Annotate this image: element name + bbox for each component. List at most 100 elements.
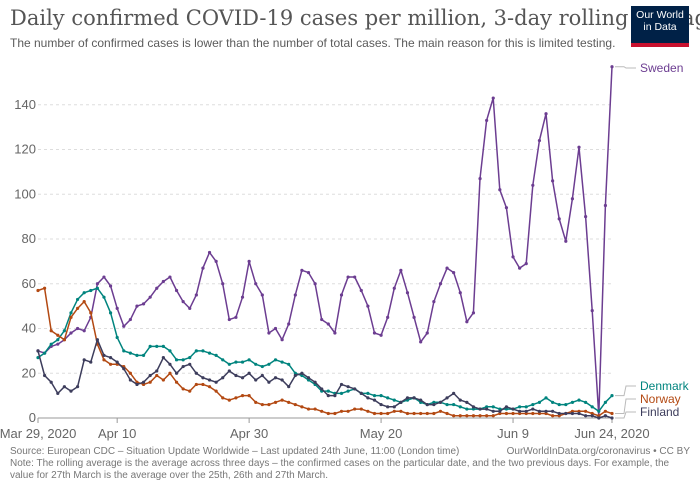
data-point [544, 411, 548, 416]
data-point [273, 376, 278, 380]
data-point [42, 351, 47, 355]
data-point [201, 376, 205, 380]
data-point [511, 411, 515, 416]
data-point [254, 362, 258, 366]
data-point [557, 414, 561, 418]
y-tick-label: 80 [22, 231, 36, 246]
data-point [557, 217, 561, 221]
data-point [313, 407, 317, 411]
data-point [485, 407, 489, 411]
data-point [155, 286, 159, 290]
data-point [102, 275, 106, 279]
data-point [445, 266, 449, 270]
data-point [445, 411, 449, 416]
data-point [372, 398, 377, 402]
data-point [75, 326, 80, 331]
data-point [590, 411, 594, 416]
data-point [168, 362, 172, 366]
data-point [306, 378, 311, 382]
data-point [89, 288, 93, 293]
data-point [425, 402, 429, 407]
data-point [392, 405, 396, 409]
data-point [412, 411, 416, 416]
data-point [254, 378, 258, 382]
data-point [234, 315, 238, 319]
data-point [537, 409, 542, 413]
data-point [201, 382, 205, 387]
data-point [471, 414, 476, 418]
data-point [135, 353, 139, 357]
data-point [570, 400, 575, 404]
data-point [122, 324, 126, 328]
owid-logo[interactable]: Our World in Data [631, 6, 689, 47]
data-point [359, 391, 363, 395]
data-point [36, 349, 40, 353]
data-point [141, 302, 146, 306]
data-point [359, 407, 363, 411]
data-point [584, 400, 588, 404]
data-point [485, 405, 489, 409]
data-point [260, 402, 264, 407]
data-point [82, 300, 86, 304]
data-point [221, 396, 225, 400]
data-point [49, 380, 53, 384]
data-point [392, 398, 396, 402]
data-point [603, 409, 608, 413]
data-point [339, 409, 344, 413]
data-point [333, 411, 337, 416]
series-line-sweden [37, 66, 613, 417]
x-tick-label: Apr 10 [98, 426, 136, 441]
x-tick-label: Mar 29, 2020 [0, 426, 76, 441]
data-point [254, 400, 258, 404]
data-point [498, 188, 502, 192]
data-point [353, 407, 357, 411]
data-point [405, 396, 410, 400]
y-tick-label: 100 [14, 186, 36, 201]
y-tick-label: 40 [22, 321, 36, 336]
data-point [69, 389, 73, 393]
data-point [584, 215, 588, 219]
data-point [174, 380, 179, 384]
data-point [36, 355, 40, 360]
data-point [359, 288, 363, 293]
data-point [590, 405, 594, 409]
data-point [386, 405, 390, 409]
data-point [518, 405, 522, 409]
data-point [148, 373, 152, 378]
data-point [531, 402, 535, 407]
data-point [366, 409, 370, 413]
data-point [287, 400, 291, 404]
y-tick-label: 20 [22, 365, 36, 380]
data-point [75, 385, 80, 389]
data-point [504, 407, 509, 411]
data-point [69, 315, 73, 319]
data-point [267, 362, 271, 366]
data-point [161, 344, 165, 348]
data-point [438, 409, 443, 413]
data-point [610, 65, 614, 69]
data-point [128, 317, 132, 322]
data-point [267, 331, 271, 335]
data-point [267, 402, 271, 407]
data-point [280, 378, 284, 382]
data-point [234, 373, 238, 378]
data-point [56, 338, 60, 342]
data-point [425, 331, 429, 335]
data-point [161, 378, 165, 382]
data-point [333, 331, 337, 335]
data-point [326, 394, 330, 398]
data-point [366, 391, 370, 395]
data-point [511, 407, 515, 411]
data-point [300, 371, 304, 375]
data-point [471, 407, 476, 411]
series-line-finland [37, 338, 613, 419]
data-point [405, 411, 410, 416]
data-point [135, 382, 139, 387]
data-point [544, 112, 548, 116]
data-point [518, 409, 522, 413]
data-point [108, 355, 113, 360]
data-point [564, 402, 568, 407]
y-tick-label: 0 [29, 410, 36, 425]
credit-link[interactable]: OurWorldInData.org/coronavirus • CC BY [506, 446, 690, 457]
y-axis-ticks: 0 20 40 60 80 100 120 140 [14, 97, 36, 425]
